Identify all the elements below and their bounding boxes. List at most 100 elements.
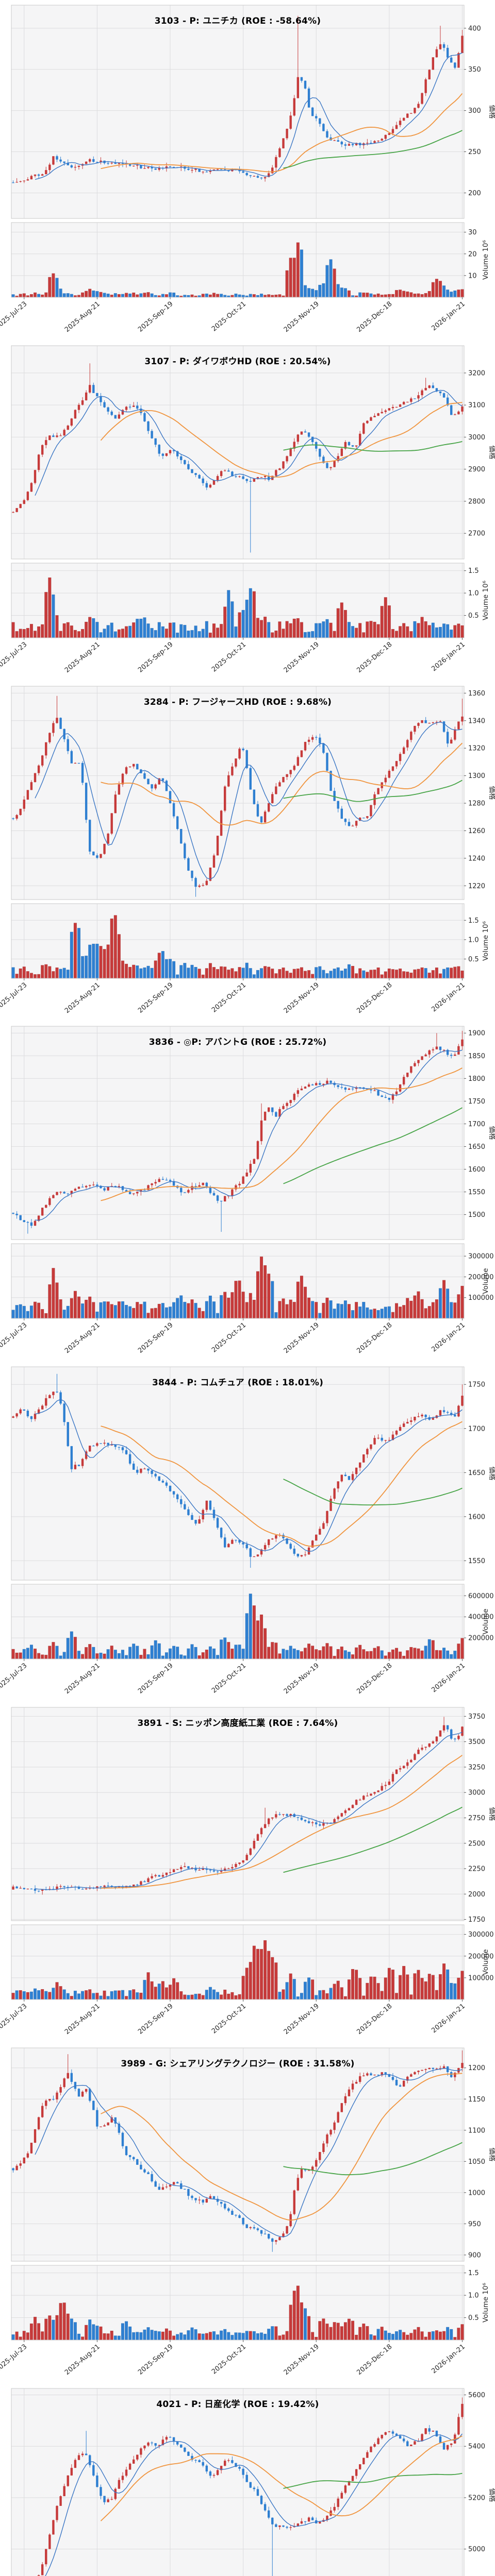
chart-plot: 2700 2800 2900 3000 3100 3200 0.5 1.0 1.5 2025-Ju… — [0, 345, 495, 674]
gridlines — [11, 1026, 464, 1319]
svg-text:1900: 1900 — [468, 1030, 485, 1038]
candles — [12, 15, 464, 183]
svg-text:2500: 2500 — [468, 1840, 485, 1848]
price-tick-labels: 1550 1600 1650 1700 1750 — [464, 1381, 485, 1565]
svg-text:3250: 3250 — [468, 1764, 485, 1771]
svg-text:5200: 5200 — [468, 2494, 485, 2502]
volume-panel — [11, 2265, 464, 2340]
svg-text:2025-Jul-23: 2025-Jul-23 — [0, 2003, 28, 2033]
svg-text:1550: 1550 — [468, 1557, 485, 1565]
volume-bars — [11, 1257, 464, 1319]
svg-text:300: 300 — [468, 107, 481, 115]
price-axis-label: 価格 — [488, 786, 495, 800]
svg-text:1.5: 1.5 — [468, 2269, 479, 2277]
x-tick-labels: 2025-Jul-23 2025-Aug-21 2025-Sep-19 2025-Oc… — [0, 2340, 467, 2377]
svg-text:1750: 1750 — [468, 1381, 485, 1389]
svg-text:2800: 2800 — [468, 498, 485, 505]
price-panel — [11, 1026, 464, 1240]
ma-mid-line — [101, 1067, 463, 1201]
volume-panel — [11, 1584, 464, 1659]
x-tick-labels: 2025-Jul-23 2025-Aug-21 2025-Sep-19 2025-Oc… — [0, 978, 467, 1015]
svg-text:1280: 1280 — [468, 800, 485, 807]
svg-text:2025-Nov-19: 2025-Nov-19 — [283, 1662, 321, 1696]
price-tick-labels: 900 950 1000 1050 1100 1150 1200 — [464, 2064, 485, 2259]
svg-text:2026-Jan-21: 2026-Jan-21 — [430, 1662, 467, 1694]
svg-text:2025-Sep-19: 2025-Sep-19 — [137, 640, 175, 674]
price-axis-label: 価格 — [488, 2147, 495, 2161]
price-tick-labels: 2700 2800 2900 3000 3100 3200 — [464, 369, 485, 537]
stock-chart-4021: 4021 - P: 日産化学 (ROE : 19.42%) 4800500052… — [0, 2383, 495, 2576]
price-panel — [11, 345, 464, 559]
svg-text:100000: 100000 — [468, 1295, 494, 1302]
svg-text:2025-Dec-18: 2025-Dec-18 — [355, 981, 393, 1015]
svg-text:200: 200 — [468, 190, 481, 197]
ma-mid-line — [100, 2435, 463, 2521]
svg-text:0.5: 0.5 — [468, 956, 479, 963]
stock-chart-3844: 3844 - P: コムチュア (ROE : 18.01%) 1550 1600 1… — [0, 1362, 495, 1702]
volume-bars — [11, 914, 464, 978]
candles — [12, 1374, 464, 1568]
volume-axis-label: Volume — [482, 1609, 490, 1635]
svg-text:0.5: 0.5 — [468, 612, 479, 620]
x-tick-labels: 2025-Jul-23 2025-Aug-21 2025-Sep-19 2025-Oc… — [0, 1659, 467, 1696]
price-axis-label: 価格 — [488, 105, 495, 119]
svg-text:3000: 3000 — [468, 434, 485, 442]
svg-text:2025-Dec-18: 2025-Dec-18 — [355, 2003, 393, 2037]
svg-text:2025-Jul-23: 2025-Jul-23 — [0, 1321, 28, 1352]
stock-chart-3284: 3284 - P: フージャースHD (ROE : 9.68%) 1220 124… — [0, 681, 495, 1022]
price-tick-labels: 1500 1550 1600 1650 1700 1750 1800 1850 1900 — [464, 1030, 485, 1219]
ma-short-line — [35, 1049, 463, 1221]
svg-text:1500: 1500 — [468, 1211, 485, 1219]
ma-long-line — [283, 130, 463, 169]
gridlines — [11, 2047, 464, 2340]
svg-text:2025-Aug-21: 2025-Aug-21 — [63, 981, 102, 1014]
ma-short-line — [35, 1399, 463, 1552]
price-tick-labels: 1750 2000 2250 2500 2750 3000 3250 3500 3750 — [464, 1713, 485, 1924]
svg-text:1200: 1200 — [468, 2064, 485, 2072]
svg-text:1600: 1600 — [468, 1514, 485, 1521]
svg-text:1000: 1000 — [468, 2189, 485, 2197]
svg-text:2025-Nov-19: 2025-Nov-19 — [283, 640, 321, 674]
svg-text:1700: 1700 — [468, 1425, 485, 1433]
svg-text:2025-Aug-21: 2025-Aug-21 — [63, 2343, 102, 2376]
x-tick-labels: 2025-Jul-23 2025-Aug-21 2025-Sep-19 2025-Oc… — [0, 1999, 467, 2036]
svg-text:1360: 1360 — [468, 689, 485, 697]
svg-text:2025-Oct-21: 2025-Oct-21 — [210, 2003, 248, 2036]
price-panel — [11, 1707, 464, 1921]
chart-plot: 900 950 1000 1050 1100 1150 1200 0.5 1.0 1.5 2025-… — [0, 2047, 495, 2377]
svg-text:3750: 3750 — [468, 1713, 485, 1721]
svg-text:200000: 200000 — [468, 1953, 494, 1960]
svg-text:2025-Dec-18: 2025-Dec-18 — [355, 1662, 393, 1696]
svg-text:1750: 1750 — [468, 1098, 485, 1106]
svg-text:400000: 400000 — [468, 1614, 494, 1621]
price-axis-label: 価格 — [488, 1807, 495, 1821]
ma-mid-line — [101, 2073, 463, 2221]
svg-text:350: 350 — [468, 66, 481, 74]
ma-mid-line — [100, 402, 463, 478]
svg-text:1.0: 1.0 — [468, 2292, 479, 2299]
svg-text:2025-Dec-18: 2025-Dec-18 — [355, 300, 393, 334]
svg-text:950: 950 — [468, 2221, 481, 2228]
x-tick-labels: 2025-Jul-23 2025-Aug-21 2025-Sep-19 2025-Oc… — [0, 297, 467, 334]
svg-text:1600: 1600 — [468, 1166, 485, 1174]
svg-text:2025-Aug-21: 2025-Aug-21 — [63, 300, 102, 334]
candles — [12, 2050, 464, 2252]
ma-long-line — [283, 440, 463, 452]
price-panel — [11, 1367, 464, 1581]
ma-mid-line — [101, 1421, 463, 1547]
svg-text:300000: 300000 — [468, 1931, 494, 1939]
price-axis-label: 価格 — [488, 1467, 495, 1481]
chart-plot: 1500 1550 1600 1650 1700 1750 1800 1850 1900 1000… — [0, 1026, 495, 1355]
volume-axis-label: Volume 10⁶ — [482, 921, 490, 961]
ma-mid-line — [101, 93, 463, 173]
svg-text:200000: 200000 — [468, 1274, 494, 1281]
candles — [37, 2397, 464, 2576]
svg-text:1220: 1220 — [468, 882, 485, 890]
svg-text:2025-Aug-21: 2025-Aug-21 — [63, 2003, 102, 2036]
volume-bars — [11, 1594, 464, 1659]
chart-plot: 1750 2000 2250 2500 2750 3000 3250 3500 3750 1000… — [0, 1707, 495, 2036]
ma-long-line — [283, 1806, 463, 1873]
svg-text:2025-Sep-19: 2025-Sep-19 — [137, 2003, 175, 2036]
ma-long-line — [283, 779, 463, 802]
svg-text:1260: 1260 — [468, 827, 485, 835]
